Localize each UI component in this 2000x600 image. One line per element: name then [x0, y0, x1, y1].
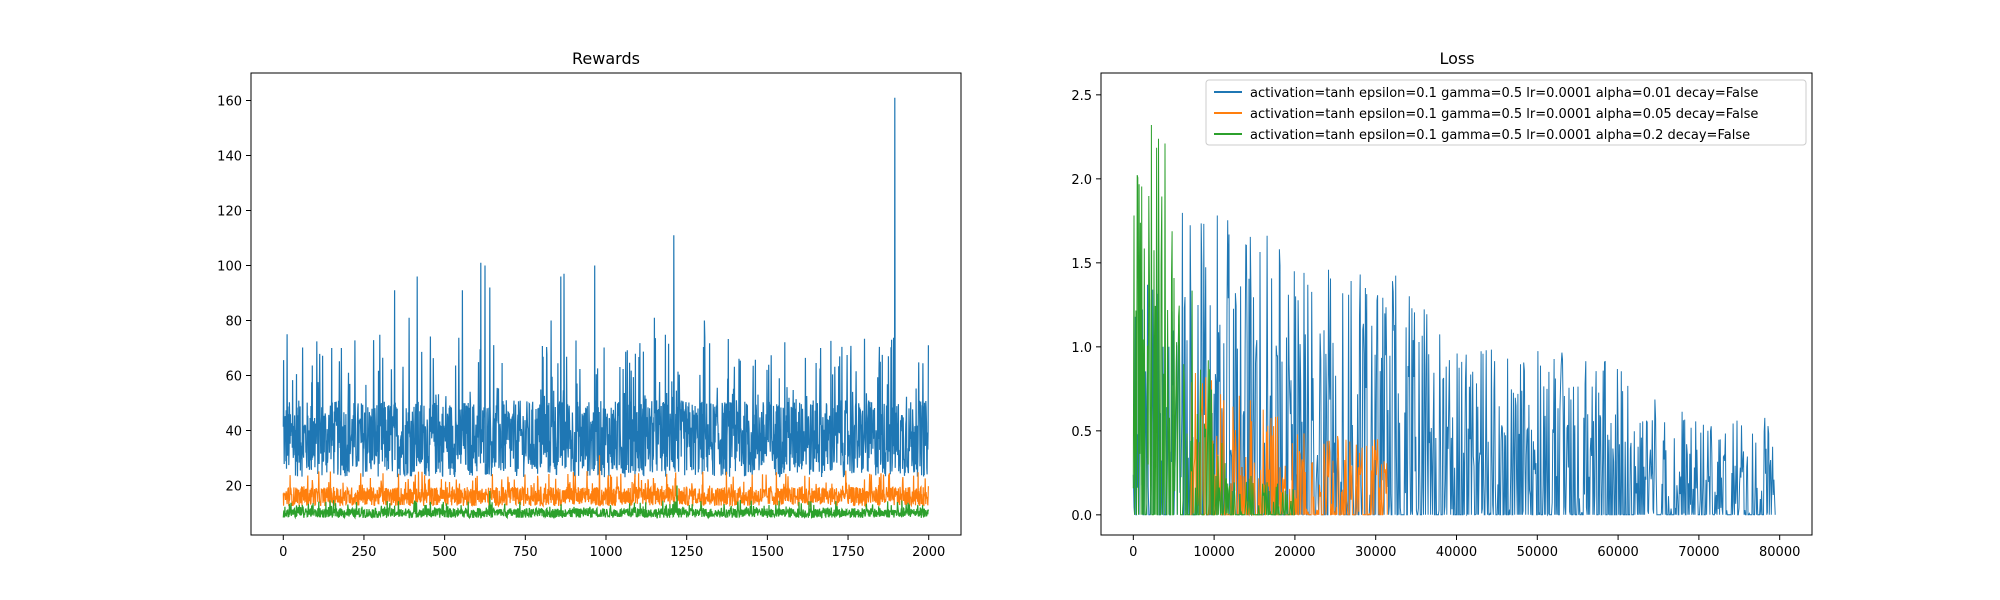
x-tick-label: 0	[279, 545, 287, 560]
y-tick-label: 0.0	[1071, 509, 1092, 524]
rewards-series-group	[282, 97, 929, 520]
y-tick-label: 0.5	[1071, 425, 1092, 440]
x-tick-label: 500	[432, 545, 457, 560]
x-tick-label: 30000	[1355, 545, 1396, 560]
loss-title: Loss	[1439, 49, 1474, 68]
rewards-y-ticks: 20 40 60 80 100 120 140 160	[217, 95, 251, 495]
loss-series-group	[1132, 124, 1776, 517]
x-tick-label: 80000	[1759, 545, 1800, 560]
x-tick-label: 1500	[751, 545, 784, 560]
rewards-title: Rewards	[572, 49, 640, 68]
y-tick-label: 100	[217, 260, 242, 275]
y-tick-label: 1.5	[1071, 257, 1092, 272]
rewards-series-line-2	[282, 485, 929, 520]
x-tick-label: 1000	[589, 545, 622, 560]
y-tick-label: 120	[217, 205, 242, 220]
y-tick-label: 160	[217, 95, 242, 110]
legend-label-alpha-0-05: activation=tanh epsilon=0.1 gamma=0.5 lr…	[1250, 107, 1758, 122]
y-tick-label: 60	[225, 370, 242, 385]
rewards-chart: Rewards 0 250 500 750 1000 1250 1500 1750 2000 2…	[217, 49, 962, 560]
x-tick-label: 50000	[1517, 545, 1558, 560]
rewards-series-line-0	[282, 97, 929, 478]
rewards-x-ticks: 0 250 500 750 1000 1250 1500 1750 2000	[279, 535, 945, 560]
y-tick-label: 20	[225, 480, 242, 495]
x-tick-label: 250	[352, 545, 377, 560]
y-tick-label: 80	[225, 315, 242, 330]
x-tick-label: 750	[513, 545, 538, 560]
x-tick-label: 1750	[831, 545, 864, 560]
x-tick-label: 60000	[1597, 545, 1638, 560]
loss-chart: Loss 0 10000 20000 30000 40000 50000 60000 7000…	[1071, 49, 1813, 560]
legend-label-alpha-0-01: activation=tanh epsilon=0.1 gamma=0.5 lr…	[1250, 86, 1758, 101]
x-tick-label: 70000	[1678, 545, 1719, 560]
x-tick-label: 20000	[1274, 545, 1315, 560]
y-tick-label: 140	[217, 150, 242, 165]
y-tick-label: 1.0	[1071, 341, 1092, 356]
loss-y-ticks: 0.0 0.5 1.0 1.5 2.0 2.5	[1071, 89, 1101, 524]
legend-box	[1205, 79, 1807, 146]
x-tick-label: 10000	[1193, 545, 1234, 560]
y-tick-label: 40	[225, 425, 242, 440]
x-tick-label: 40000	[1436, 545, 1477, 560]
loss-legend: activation=tanh epsilon=0.1 gamma=0.5 lr…	[1205, 79, 1807, 146]
x-tick-label: 2000	[912, 545, 945, 560]
x-tick-label: 0	[1129, 545, 1137, 560]
y-tick-label: 2.0	[1071, 173, 1092, 188]
y-tick-label: 2.5	[1071, 89, 1092, 104]
x-tick-label: 1250	[670, 545, 703, 560]
loss-x-ticks: 0 10000 20000 30000 40000 50000 60000 70000 8000…	[1129, 535, 1800, 560]
legend-label-alpha-0-2: activation=tanh epsilon=0.1 gamma=0.5 lr…	[1250, 128, 1750, 143]
loss-series-line-0	[1132, 212, 1776, 517]
rewards-series-line-1	[282, 455, 929, 508]
loss-series-line-2	[1132, 124, 1295, 517]
